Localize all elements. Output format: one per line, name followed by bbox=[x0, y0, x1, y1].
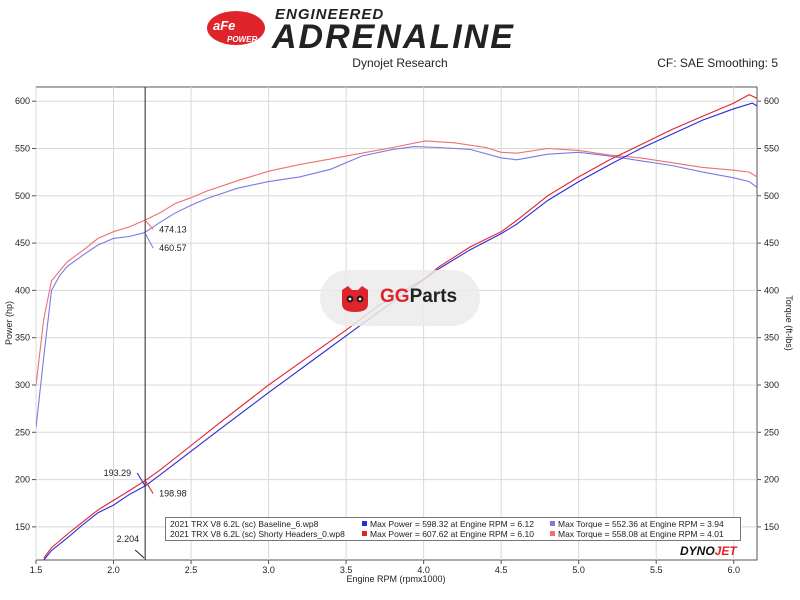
ggparts-wordmark-parts: Parts bbox=[409, 286, 458, 307]
cursor-value-pointer bbox=[144, 480, 154, 494]
y-left-tick-label: 450 bbox=[15, 238, 30, 248]
y-axis-left-title: Power (hp) bbox=[4, 301, 14, 345]
x-tick-label: 6.0 bbox=[727, 565, 740, 575]
y-right-tick-label: 300 bbox=[764, 380, 779, 390]
ggparts-wordmark: GGParts bbox=[380, 286, 457, 308]
legend-max-power: Max Power = 607.62 at Engine RPM = 6.10 bbox=[370, 529, 534, 539]
x-tick-label: 5.0 bbox=[572, 565, 585, 575]
rpm-cursor: 2.204 474.13 460.57 193.29 198.98 bbox=[104, 87, 187, 560]
brand-title: ADRENALINE bbox=[272, 18, 515, 56]
cursor-rpm-label: 2.204 bbox=[117, 534, 140, 544]
x-axis-title: Engine RPM (rpmx1000) bbox=[346, 574, 445, 584]
y-left-tick-label: 300 bbox=[15, 380, 30, 390]
ggparts-wordmark-gg: GG bbox=[380, 286, 410, 307]
x-tick-label: 1.5 bbox=[30, 565, 43, 575]
x-tick-label: 3.0 bbox=[262, 565, 275, 575]
x-tick-label: 4.5 bbox=[495, 565, 508, 575]
baseline-power-swatch-icon bbox=[362, 521, 367, 526]
y-left-tick-label: 500 bbox=[15, 191, 30, 201]
y-axis-right-ticks: 150 200 250 300 350 400 450 500 550 600 bbox=[757, 96, 779, 532]
cursor-value-label: 198.98 bbox=[159, 489, 187, 499]
y-left-tick-label: 550 bbox=[15, 143, 30, 153]
dynojet-logo-b: JET bbox=[714, 544, 737, 558]
x-tick-label: 2.0 bbox=[107, 565, 120, 575]
y-left-tick-label: 350 bbox=[15, 333, 30, 343]
x-axis-ticks: 1.5 2.0 2.5 3.0 3.5 4.0 4.5 5.0 5.5 6.0 bbox=[30, 560, 740, 575]
y-axis-right-title: Torque (ft-lbs) bbox=[784, 295, 794, 351]
x-tick-label: 4.0 bbox=[417, 565, 430, 575]
x-tick-label: 2.5 bbox=[185, 565, 198, 575]
y-right-tick-label: 400 bbox=[764, 285, 779, 295]
y-right-tick-label: 550 bbox=[764, 143, 779, 153]
legend-max-torque: Max Torque = 552.36 at Engine RPM = 3.94 bbox=[558, 519, 724, 529]
ggparts-logo-icon bbox=[342, 286, 368, 312]
y-right-tick-label: 200 bbox=[764, 475, 779, 485]
headers-torque-line bbox=[36, 140, 757, 386]
legend-max-torque: Max Torque = 558.08 at Engine RPM = 4.01 bbox=[558, 529, 724, 539]
y-left-tick-label: 150 bbox=[15, 522, 30, 532]
cursor-value-pointer bbox=[144, 232, 154, 249]
y-right-tick-label: 450 bbox=[764, 238, 779, 248]
y-left-tick-label: 200 bbox=[15, 475, 30, 485]
y-right-tick-label: 500 bbox=[764, 191, 779, 201]
brand-sub-title: ENGINEERED bbox=[275, 6, 385, 23]
baseline-torque-swatch-icon bbox=[550, 521, 555, 526]
cursor-rpm-pointer bbox=[134, 549, 145, 559]
svg-text:aFe: aFe bbox=[213, 18, 235, 33]
cursor-value-pointer bbox=[136, 472, 146, 487]
cursor-value-pointer bbox=[144, 219, 154, 230]
chart-header: aFe POWER ENGINEERED ADRENALINE Dynojet … bbox=[0, 0, 800, 80]
y-right-tick-label: 150 bbox=[764, 522, 779, 532]
svg-text:POWER: POWER bbox=[227, 35, 257, 44]
ggparts-watermark: GGParts bbox=[320, 270, 480, 326]
y-right-tick-label: 250 bbox=[764, 427, 779, 437]
source-label: Dynojet Research bbox=[352, 56, 448, 70]
legend-run-name: 2021 TRX V8 6.2L (sc) Baseline_6.wp8 bbox=[170, 519, 319, 529]
y-left-tick-label: 250 bbox=[15, 427, 30, 437]
chart-legend: 2021 TRX V8 6.2L (sc) Baseline_6.wp8 Max… bbox=[165, 517, 741, 541]
dynojet-logo: DYNOJET bbox=[680, 544, 737, 558]
correction-factor-label: CF: SAE Smoothing: 5 bbox=[657, 56, 778, 70]
x-tick-label: 5.5 bbox=[650, 565, 663, 575]
legend-max-power: Max Power = 598.32 at Engine RPM = 6.12 bbox=[370, 519, 534, 529]
legend-run-name: 2021 TRX V8 6.2L (sc) Shorty Headers_0.w… bbox=[170, 529, 345, 539]
y-right-tick-label: 600 bbox=[764, 96, 779, 106]
cursor-value-label: 460.57 bbox=[159, 243, 187, 253]
y-axis-left-ticks: 150 200 250 300 350 400 450 500 550 600 bbox=[15, 96, 36, 532]
x-tick-label: 3.5 bbox=[340, 565, 353, 575]
headers-power-swatch-icon bbox=[362, 531, 367, 536]
afe-power-logo-icon: aFe POWER bbox=[207, 11, 265, 45]
dynojet-logo-a: DYNO bbox=[680, 544, 715, 558]
cursor-value-label: 474.13 bbox=[159, 224, 187, 234]
cursor-value-label: 193.29 bbox=[104, 468, 132, 478]
headers-torque-swatch-icon bbox=[550, 531, 555, 536]
baseline-torque-line bbox=[36, 146, 757, 428]
grid-lines bbox=[35, 87, 757, 560]
y-left-tick-label: 400 bbox=[15, 285, 30, 295]
y-left-tick-label: 600 bbox=[15, 96, 30, 106]
y-right-tick-label: 350 bbox=[764, 333, 779, 343]
